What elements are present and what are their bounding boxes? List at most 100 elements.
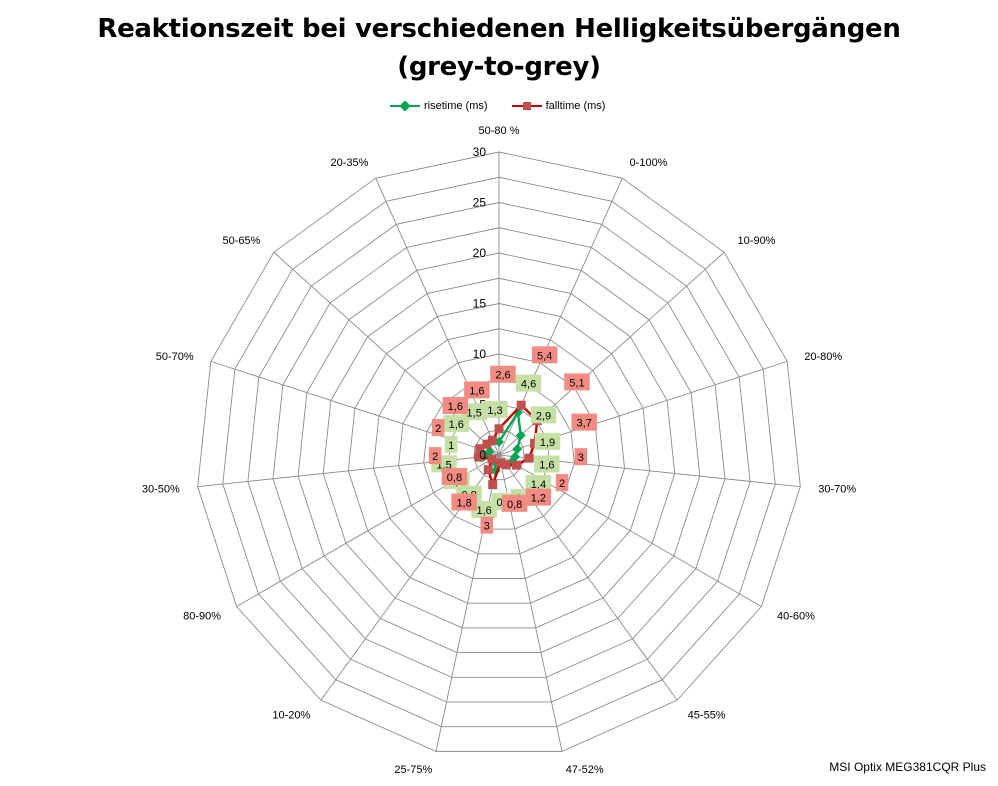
category-label: 10-90%	[738, 235, 776, 247]
data-label-bg-risetime	[530, 406, 557, 424]
data-label-falltime: 5,1	[569, 377, 584, 389]
grid-ring	[222, 176, 776, 728]
data-label-bg-falltime	[571, 413, 597, 431]
data-label-bg-falltime	[480, 516, 493, 534]
chart-title: Reaktionszeit bei verschiedenen Helligke…	[0, 10, 998, 86]
data-label-risetime: 1,6	[539, 459, 554, 471]
category-label: 50-80 %	[479, 125, 520, 137]
grid-ring	[197, 151, 801, 752]
data-label-risetime: 1,4	[531, 479, 546, 491]
data-label-risetime: 1,6	[449, 419, 464, 431]
category-label: 30-70%	[818, 484, 856, 496]
data-label-falltime: 3	[484, 521, 490, 533]
data-label-bg-risetime	[471, 501, 497, 519]
chart-title-line-1: Reaktionszeit bei verschiedenen Helligke…	[97, 14, 901, 44]
radial-tick-label: 30	[473, 145, 487, 159]
category-label: 20-80%	[804, 351, 842, 363]
data-label-bg-risetime	[534, 455, 560, 473]
data-label-bg-falltime	[564, 373, 590, 391]
grid-ring	[372, 328, 626, 579]
legend-marker-falltime	[511, 102, 542, 110]
grid-ring	[322, 277, 676, 629]
footer-model-name: MSI Optix MEG381CQR Plus	[829, 760, 986, 774]
data-label-risetime: 4,6	[521, 379, 536, 391]
data-label-bg-falltime	[574, 448, 588, 466]
legend-item-falltime: falltime (ms)	[511, 100, 606, 112]
category-label: 30-50%	[142, 484, 180, 496]
data-label-bg-falltime	[531, 346, 558, 364]
data-label-risetime: 1,5	[467, 407, 482, 419]
data-label-risetime: 1,3	[487, 405, 502, 417]
legend-label-falltime: falltime (ms)	[545, 100, 606, 112]
data-label-bg-risetime	[525, 475, 552, 493]
grid-ring	[247, 202, 751, 703]
data-label-falltime: 3,7	[577, 418, 592, 430]
data-label-bg-falltime	[464, 381, 490, 399]
category-label: 10-20%	[272, 710, 310, 722]
category-label: 45-55%	[688, 710, 726, 722]
category-label: 40-60%	[777, 611, 815, 623]
grid-ring	[272, 227, 726, 678]
point-falltime	[475, 444, 485, 454]
radial-tick-label: 25	[473, 196, 487, 210]
grid-ring	[473, 429, 525, 481]
legend: risetime (ms) falltime (ms)	[390, 100, 605, 112]
legend-marker-risetime	[390, 101, 420, 111]
radial-tick-label: 15	[473, 297, 487, 311]
point-falltime	[524, 453, 534, 463]
data-label-bg-risetime	[444, 435, 458, 453]
point-risetime	[515, 430, 526, 441]
point-falltime	[482, 439, 492, 449]
chart-title-line-2: (grey-to-grey)	[397, 52, 601, 82]
point-falltime	[474, 452, 484, 462]
radial-tick-label: 20	[473, 246, 487, 260]
data-label-bg-falltime	[555, 474, 569, 492]
category-label: 20-35%	[331, 157, 369, 169]
point-falltime	[496, 458, 506, 468]
data-label-falltime: 1,8	[456, 498, 471, 510]
point-falltime	[487, 454, 497, 464]
category-label: 0-100%	[630, 157, 668, 169]
data-label-bg-falltime	[442, 397, 469, 415]
data-label-bg-falltime	[501, 494, 528, 512]
point-falltime	[530, 438, 540, 448]
data-label-falltime: 0,8	[447, 472, 462, 484]
data-label-falltime: 1,6	[469, 385, 484, 397]
point-risetime	[512, 444, 523, 455]
data-label-risetime: 2,9	[536, 410, 551, 422]
grid-ring	[423, 378, 575, 530]
radar-grid	[197, 151, 801, 752]
data-label-bg-falltime	[451, 493, 477, 511]
data-label-falltime: 2	[559, 478, 565, 490]
data-label-falltime: 2,6	[495, 370, 510, 382]
data-label-bg-falltime	[428, 447, 442, 465]
data-label-falltime: 1,6	[448, 401, 463, 413]
data-label-bg-falltime	[525, 488, 552, 506]
radial-tick-label: 10	[473, 347, 487, 361]
category-label: 47-52%	[566, 764, 604, 776]
data-label-bg-risetime	[534, 432, 561, 450]
legend-item-risetime: risetime (ms)	[390, 100, 488, 112]
data-label-bg-risetime	[515, 374, 542, 392]
point-falltime	[501, 460, 511, 470]
radar-labels: 05101520253050-80 %0-100%10-90%20-80%30-…	[142, 125, 857, 776]
category-label: 25-75%	[394, 764, 432, 776]
data-label-risetime: 1,6	[477, 505, 492, 517]
grid-ring	[297, 252, 701, 654]
point-falltime	[487, 435, 497, 445]
data-label-bg-falltime	[490, 365, 516, 383]
data-label-risetime: 1	[448, 440, 454, 452]
point-falltime	[483, 465, 493, 475]
grid-ring	[398, 353, 600, 555]
data-label-falltime: 1,2	[531, 493, 546, 505]
legend-label-risetime: risetime (ms)	[424, 100, 488, 112]
data-label-falltime: 3	[578, 452, 584, 464]
data-label-bg-risetime	[482, 400, 508, 418]
category-label: 80-90%	[183, 611, 221, 623]
data-label-falltime: 0,8	[507, 499, 522, 511]
point-falltime	[516, 400, 526, 410]
data-label-bg-falltime	[441, 468, 468, 486]
radial-tick-label: 0	[479, 448, 486, 462]
data-label-risetime: 1,9	[540, 437, 555, 449]
